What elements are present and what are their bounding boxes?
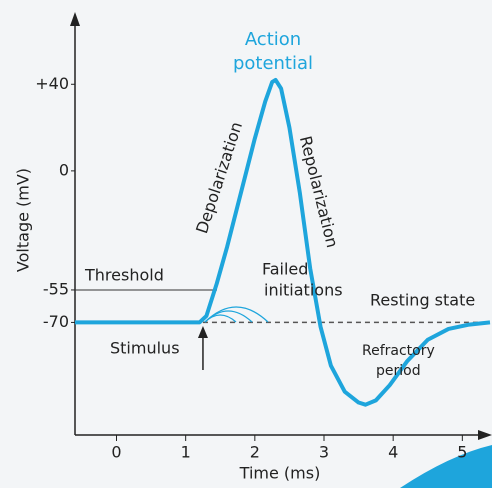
annotation: Threshold [84, 266, 164, 285]
x-tick-label: 1 [181, 443, 191, 462]
decor-swoosh [400, 445, 492, 488]
annotation: Failed [262, 260, 308, 279]
x-tick-label: 0 [111, 443, 121, 462]
annotation: Refractory [362, 343, 435, 359]
chart-title: potential [233, 53, 313, 74]
x-tick-label: 4 [388, 443, 398, 462]
annotation: Resting state [370, 291, 475, 310]
chart-title: Action [245, 29, 301, 50]
x-axis-label: Time (ms) [239, 464, 321, 483]
annotation: Stimulus [110, 339, 180, 358]
annotation: initiations [264, 281, 343, 300]
y-tick-label: -55 [43, 279, 69, 298]
x-tick-label: 2 [250, 443, 260, 462]
x-tick-label: 3 [319, 443, 329, 462]
annotation: period [376, 363, 421, 379]
curve [75, 77, 491, 407]
stimulus-arrowhead [197, 326, 208, 338]
failed-initiation [204, 306, 269, 323]
y-tick-label: -70 [43, 312, 69, 331]
y-tick-label: +40 [35, 74, 69, 93]
y-arrow [70, 12, 80, 26]
x-tick-label: 5 [457, 443, 467, 462]
y-axis-label: Voltage (mV) [14, 168, 33, 272]
x-arrow [478, 430, 492, 440]
y-tick-label: 0 [59, 160, 69, 179]
